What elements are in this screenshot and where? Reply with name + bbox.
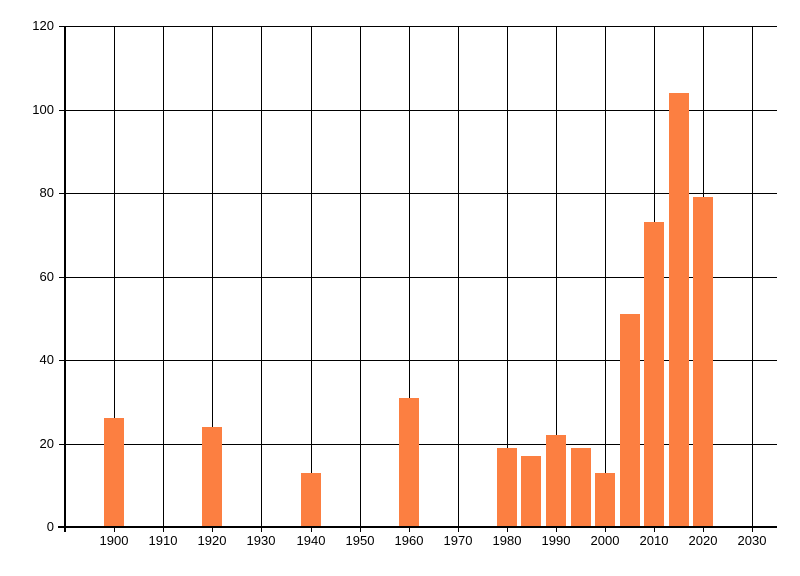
x-gridline: [212, 26, 213, 532]
x-gridline: [311, 26, 312, 532]
x-gridline: [409, 26, 410, 532]
y-tick-label: 80: [39, 185, 54, 200]
x-tick-label: 1990: [541, 533, 571, 548]
y-tick-label: 100: [32, 102, 54, 117]
x-gridline: [360, 26, 361, 532]
x-tick-label: 1960: [394, 533, 424, 548]
y-gridline: [59, 277, 777, 278]
y-tick-label: 120: [32, 18, 54, 33]
bar-1985: [521, 456, 541, 527]
x-gridline: [261, 26, 262, 532]
x-tick-label: 1940: [296, 533, 326, 548]
bar-2020: [693, 197, 713, 527]
x-gridline: [605, 26, 606, 532]
bar-1920: [202, 427, 222, 527]
bar-1940: [301, 473, 321, 527]
y-gridline: [59, 110, 777, 111]
y-tick-label: 40: [39, 352, 54, 367]
x-tick-label: 1910: [148, 533, 178, 548]
bar-1995: [571, 448, 591, 527]
bar-1990: [546, 435, 566, 527]
x-gridline: [458, 26, 459, 532]
bar-1960: [399, 398, 419, 527]
x-tick-label: 1980: [492, 533, 522, 548]
y-gridline: [59, 360, 777, 361]
x-gridline: [556, 26, 557, 532]
y-gridline: [59, 26, 777, 27]
bar-2010: [644, 222, 664, 527]
y-axis-line: [64, 26, 66, 532]
x-tick-label: 1930: [246, 533, 276, 548]
x-tick-label: 1900: [99, 533, 129, 548]
x-gridline: [507, 26, 508, 532]
x-gridline: [752, 26, 753, 532]
bar-1980: [497, 448, 517, 527]
bar-1900: [104, 418, 124, 527]
bar-2015: [669, 93, 689, 527]
x-gridline: [114, 26, 115, 532]
x-tick-label: 2010: [639, 533, 669, 548]
x-tick-label: 1920: [197, 533, 227, 548]
y-gridline: [59, 193, 777, 194]
x-gridline: [163, 26, 164, 532]
x-axis-line: [58, 526, 777, 528]
y-tick-label: 20: [39, 436, 54, 451]
x-tick-label: 1950: [345, 533, 375, 548]
y-tick-label: 60: [39, 269, 54, 284]
x-tick-label: 2020: [688, 533, 718, 548]
y-tick-label: 0: [46, 519, 54, 534]
bar-2005: [620, 314, 640, 527]
x-tick-label: 1970: [443, 533, 473, 548]
x-tick-label: 2030: [737, 533, 767, 548]
bar-2000: [595, 473, 615, 527]
x-tick-label: 2000: [590, 533, 620, 548]
